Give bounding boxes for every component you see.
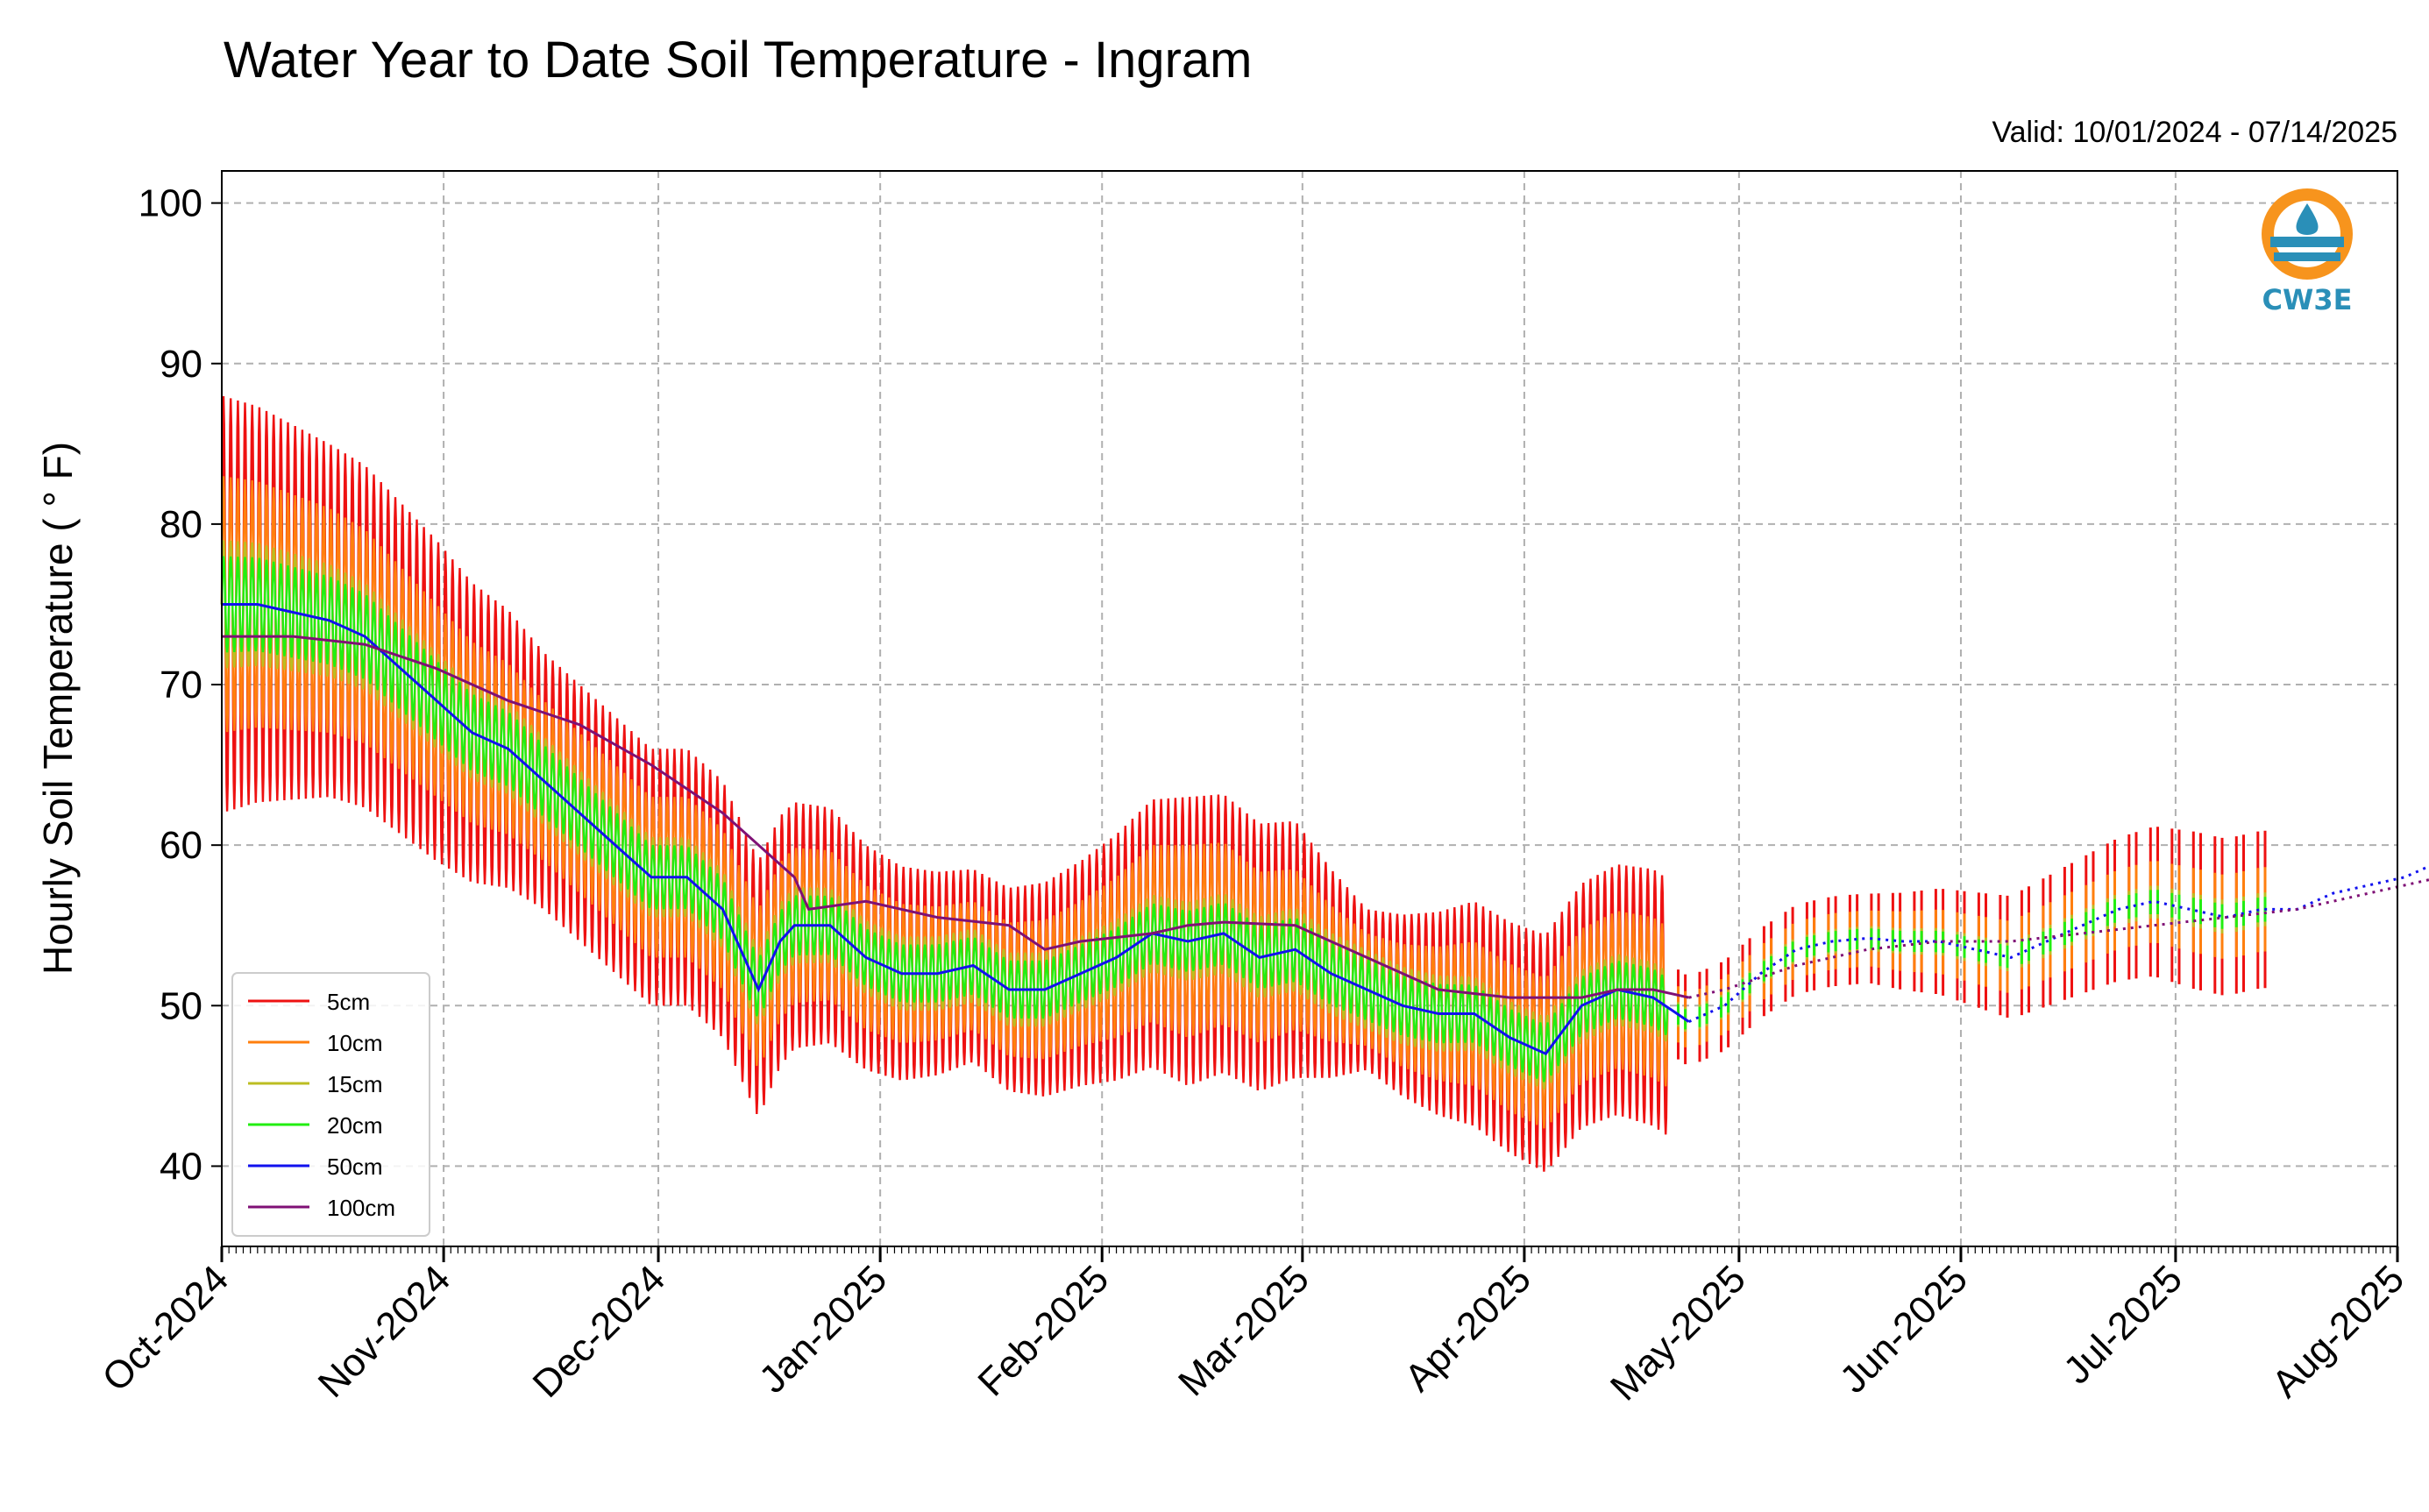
x-tick-label: Dec-2024: [525, 1257, 674, 1406]
x-tick-label: Jul-2025: [2056, 1257, 2191, 1392]
y-tick-label: 80: [160, 503, 202, 546]
series-layer: [220, 395, 2429, 1172]
legend-label-5cm: 5cm: [327, 989, 370, 1015]
x-tick-label: Jan-2025: [751, 1257, 895, 1401]
y-tick-label: 50: [160, 984, 202, 1027]
y-tick-label: 70: [160, 664, 202, 706]
legend-label-50cm: 50cm: [327, 1154, 383, 1180]
legend-label-20cm: 20cm: [327, 1112, 383, 1139]
x-tick-label: Aug-2025: [2263, 1257, 2412, 1406]
x-tick-label: Mar-2025: [1170, 1257, 1317, 1404]
series-line-50cm: [222, 603, 1690, 1056]
legend-label-15cm: 15cm: [327, 1071, 383, 1097]
y-tick-label: 90: [160, 343, 202, 386]
series-dotted-100cm: [1688, 878, 2429, 999]
chart-title: Water Year to Date Soil Temperature - In…: [224, 32, 1252, 89]
logo-label: CW3E: [2262, 283, 2353, 316]
valid-date-range: Valid: 10/01/2024 - 07/14/2025: [1992, 116, 2397, 149]
cw3e-logo: CW3E: [2262, 188, 2353, 316]
x-tick-label: Nov-2024: [310, 1257, 459, 1406]
x-tick-label: Feb-2025: [969, 1257, 1117, 1404]
series-segments-20cm: [1677, 890, 2267, 1030]
legend-label-100cm: 100cm: [327, 1195, 395, 1221]
legend: 5cm 10cm 15cm 20cm 50cm 100cm: [231, 972, 430, 1237]
logo-wave-1: [2270, 237, 2344, 247]
y-axis-label: Hourly Soil Temperature ( ° F): [35, 442, 81, 975]
y-tick-label: 60: [160, 824, 202, 867]
x-tick-label: May-2025: [1602, 1257, 1754, 1409]
series-segments-5cm: [1677, 827, 2267, 1065]
series-segments-10cm: [1677, 861, 2267, 1047]
y-tick-label: 100: [138, 182, 202, 225]
series-line-100cm: [222, 635, 1690, 999]
series-segments-15cm: [1677, 885, 2267, 1032]
x-tick-label: Jun-2025: [1832, 1257, 1976, 1401]
y-tick-label: 40: [160, 1145, 202, 1188]
grid-lines: [221, 171, 2398, 1246]
logo-wave-2: [2274, 252, 2340, 261]
x-tick-label: Oct-2024: [94, 1257, 237, 1400]
plot-frame: [221, 170, 2398, 1247]
water-drop-icon: [2296, 203, 2319, 235]
legend-label-10cm: 10cm: [327, 1030, 383, 1056]
x-tick-label: Apr-2025: [1396, 1257, 1539, 1400]
series-dotted-50cm: [1688, 864, 2429, 1023]
legend-box: [231, 972, 430, 1237]
